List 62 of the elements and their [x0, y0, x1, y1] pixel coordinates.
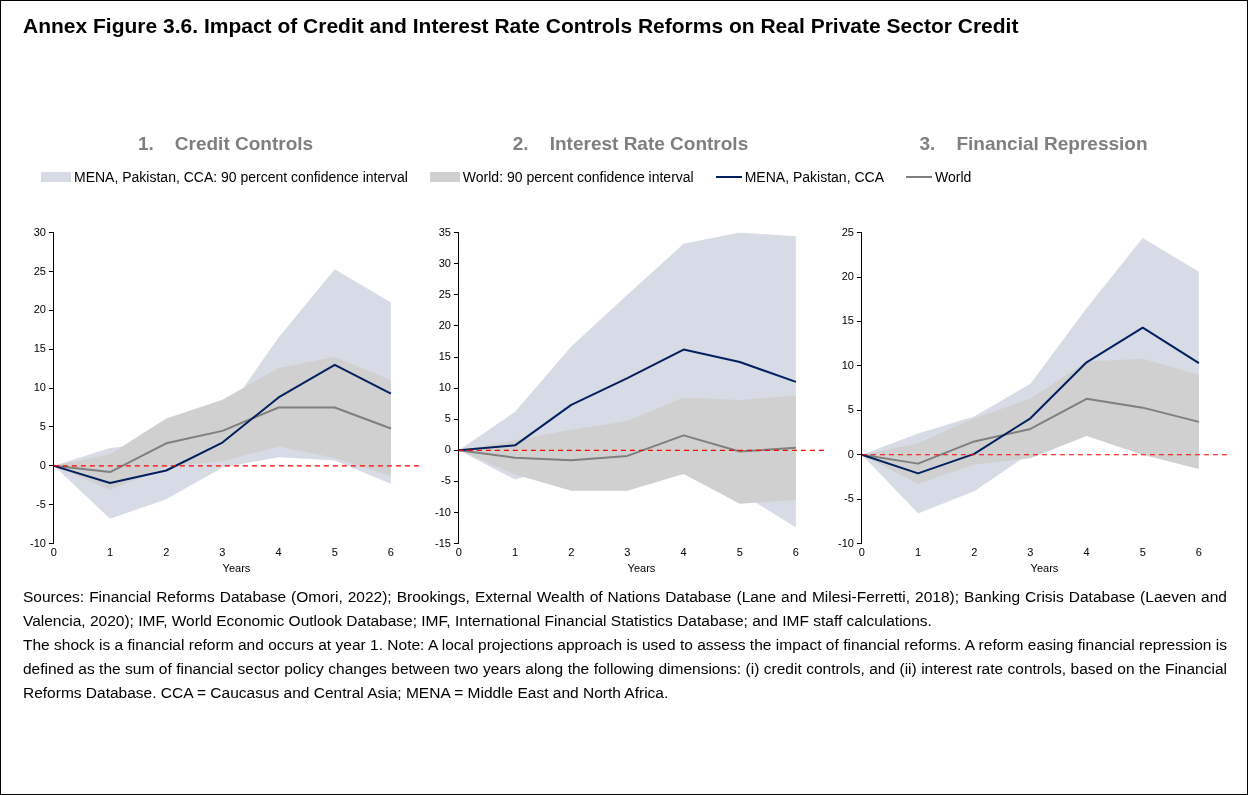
y-tick-label: 20: [438, 318, 451, 331]
y-tick-label: 25: [841, 225, 854, 238]
y-tick-label: -5: [441, 474, 451, 487]
x-tick-label: 3: [1027, 546, 1034, 559]
y-tick-label: 10: [438, 381, 451, 394]
y-tick-label: 0: [847, 447, 854, 460]
y-tick-label: 5: [847, 403, 854, 416]
x-tick-label: 6: [792, 546, 799, 559]
y-tick-label: -10: [29, 536, 46, 549]
x-tick-label: 6: [1195, 546, 1202, 559]
y-tick-label: -10: [837, 536, 854, 549]
x-tick-label: 1: [512, 546, 519, 559]
y-tick-label: 20: [33, 303, 46, 316]
y-tick-label: 0: [39, 458, 46, 471]
x-tick-label: 6: [387, 546, 394, 559]
y-tick-label: 5: [444, 412, 451, 425]
x-axis-title: Years: [1030, 562, 1059, 575]
x-tick-label: 0: [455, 546, 462, 559]
text: World: 90 percent confidence interval: [462, 169, 694, 185]
y-tick-label: 0: [444, 443, 451, 456]
text: Annex Figure 3.6. Impact of Credit and Interest Rate Controls Reforms on Real Private Sector Credit: [23, 13, 1020, 39]
y-tick-label: -5: [36, 497, 46, 510]
x-tick-label: 5: [736, 546, 743, 559]
x-tick-label: 5: [1139, 546, 1146, 559]
x-tick-label: 4: [680, 546, 687, 559]
x-tick-label: 0: [50, 546, 57, 559]
x-tick-label: 2: [163, 546, 170, 559]
y-tick-label: 25: [33, 264, 46, 277]
x-tick-label: 4: [275, 546, 282, 559]
chart-subtitle: 3. Financial Repression: [918, 133, 1149, 155]
x-axis-title: Years: [222, 562, 251, 575]
y-tick-label: 35: [438, 225, 451, 238]
source-note: Sources: Financial Reforms Database (Omori, 2022); Brookings, External Wealth of Nations Database (Lane and Milesi-Ferretti, 2018); Banking Crisis Database (Laeven and Valencia, 2020); IMF, World Economic Outlook Database; IMF, International Financial Statistics Database; and IMF staff calculations.: [23, 587, 1227, 631]
y-tick-label: 10: [841, 358, 854, 371]
x-tick-label: 4: [1083, 546, 1090, 559]
legend-label: World: [934, 169, 972, 185]
x-tick-label: 1: [107, 546, 114, 559]
y-tick-label: 25: [438, 287, 451, 300]
y-tick-label: 5: [39, 420, 46, 433]
chart-subtitle: 2. Interest Rate Controls: [511, 133, 750, 155]
x-tick-label: 1: [915, 546, 922, 559]
y-tick-label: 30: [438, 256, 451, 269]
y-tick-label: -10: [434, 505, 451, 518]
chart-subtitle: 1. Credit Controls: [136, 133, 315, 155]
x-axis-title: Years: [627, 562, 656, 575]
x-tick-label: 2: [568, 546, 575, 559]
x-tick-label: 2: [971, 546, 978, 559]
legend-label: MENA, Pakistan, CCA: [744, 169, 884, 185]
x-tick-label: 5: [331, 546, 338, 559]
y-tick-label: -5: [844, 492, 854, 505]
y-tick-label: 15: [841, 314, 854, 327]
y-tick-label: 10: [33, 381, 46, 394]
y-tick-label: 30: [33, 225, 46, 238]
y-tick-label: 15: [33, 342, 46, 355]
x-tick-label: 0: [858, 546, 865, 559]
x-tick-label: 3: [624, 546, 631, 559]
y-tick-label: 20: [841, 270, 854, 283]
y-tick-label: -15: [434, 536, 451, 549]
text: MENA, Pakistan, CCA: 90 percent confidence interval: [74, 169, 408, 185]
x-tick-label: 3: [219, 546, 226, 559]
y-tick-label: 15: [438, 350, 451, 363]
text: The shock is a financial reform and occurs at year 1. Note: A local projections approach is used to assess the impact of financial reforms. A reform easing financial repression is defined as the sum of financial sector policy changes between two years along the following dimensions: (i) credit controls, and (ii) interest rate controls, based on the Financial Reforms Database. CCA = Caucasus and Central Asia; MENA = Middle East and North Africa.: [23, 635, 1227, 703]
